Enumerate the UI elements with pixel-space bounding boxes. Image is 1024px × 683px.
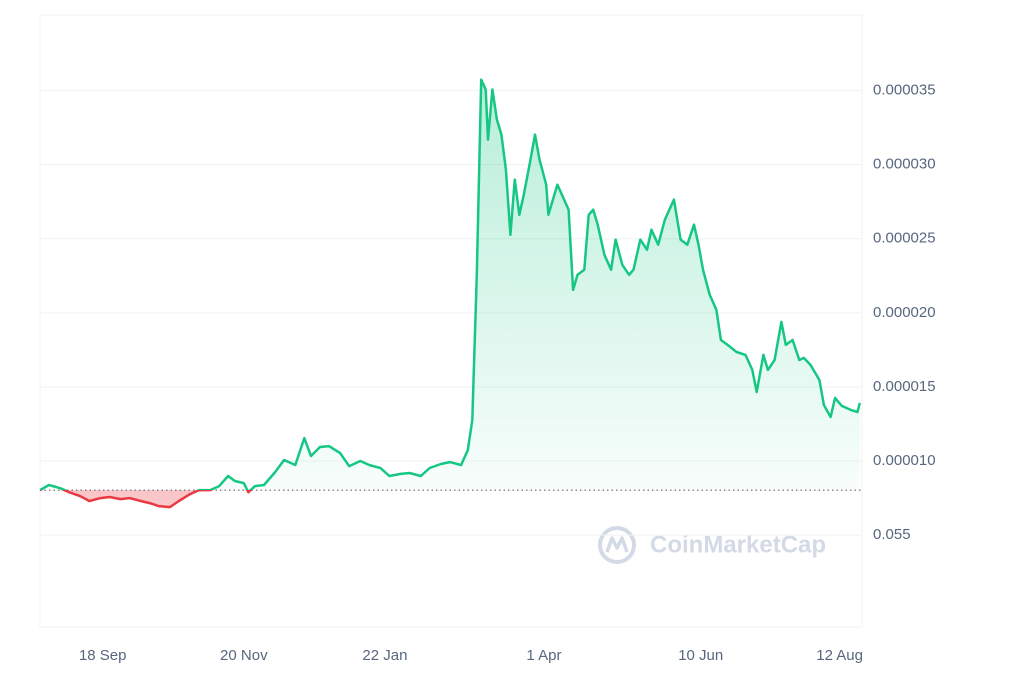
y-tick-label: 0.000015 — [873, 378, 936, 395]
price-line — [39, 78, 862, 509]
y-tick-label: 0.000035 — [873, 82, 936, 99]
watermark-logo-m — [605, 536, 629, 553]
x-tick-label: 20 Nov — [220, 647, 268, 664]
price-area — [40, 79, 860, 508]
y-tick-label: 0.000020 — [873, 304, 936, 321]
watermark-logo — [598, 526, 636, 564]
x-tick-label: 10 Jun — [678, 647, 723, 664]
y-tick-label: 0.000010 — [873, 452, 936, 469]
y-tick-label: 0.055 — [873, 526, 911, 543]
x-tick-label: 22 Jan — [362, 647, 407, 664]
x-tick-label: 18 Sep — [79, 647, 127, 664]
y-tick-label: 0.000030 — [873, 156, 936, 173]
watermark-text: CoinMarketCap — [650, 531, 826, 558]
x-tick-label: 12 Aug — [816, 647, 863, 664]
y-tick-label: 0.000025 — [873, 230, 936, 247]
x-tick-label: 1 Apr — [526, 647, 561, 664]
watermark: CoinMarketCap — [598, 526, 826, 564]
plot-frame — [39, 14, 863, 628]
